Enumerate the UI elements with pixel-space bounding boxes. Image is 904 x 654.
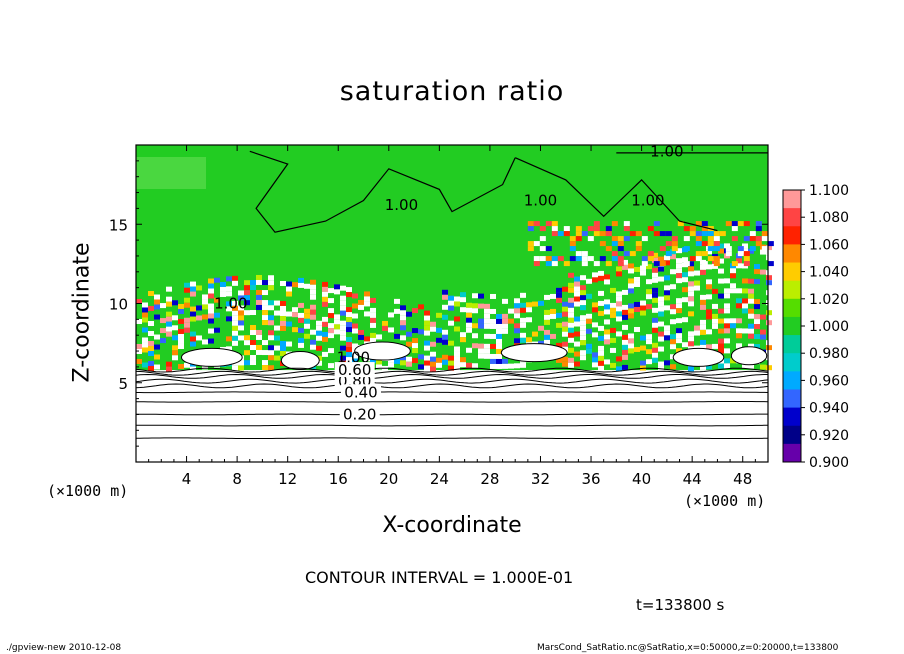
colorbar-label-7: 0.960: [809, 373, 849, 389]
cloud-cap-2: [354, 341, 411, 361]
colorbar-label-5: 1.000: [809, 319, 849, 335]
colorbar-swatch-1: [783, 208, 801, 227]
x-tick-label-1: 8: [232, 470, 242, 488]
upper-contour-1: [514, 157, 718, 232]
x-tick-label-10: 44: [683, 470, 702, 488]
colorbar-swatch-0: [783, 190, 801, 209]
x-tick-label-0: 4: [182, 470, 192, 488]
time-label: t=133800 s: [636, 596, 725, 614]
x-unit-label-left: (×1000 m): [47, 482, 129, 500]
footer-right: MarsCond_SatRatio.nc@SatRatio,x=0:50000,…: [537, 643, 839, 653]
x-tick-label-3: 16: [329, 470, 348, 488]
x-tick-label-2: 12: [278, 470, 297, 488]
colorbar-label-4: 1.020: [809, 292, 849, 308]
x-unit-label-right: (×1000 m): [684, 492, 766, 510]
contour-line-4: [136, 391, 769, 394]
cloud-cap-4: [672, 347, 725, 367]
chart-title: saturation ratio: [339, 76, 565, 107]
colorbar-swatch-2: [783, 226, 801, 245]
y-tick-label-1: 10: [109, 296, 128, 314]
contour-line-1: [136, 424, 768, 427]
x-tick-label-11: 48: [733, 470, 752, 488]
contour-label-1: 1.00: [385, 196, 418, 214]
colorbar-label-8: 0.940: [809, 401, 849, 417]
footer-left: ./gpview-new 2010-12-08: [6, 643, 122, 653]
heatmap-field: [135, 145, 774, 439]
colorbar-swatch-8: [783, 335, 801, 354]
colorbar-label-3: 1.040: [809, 265, 849, 281]
contour-line-8: [135, 370, 769, 376]
colorbar-swatch-5: [783, 280, 801, 300]
contour-label-8: 0.40: [344, 383, 377, 401]
colorbar-swatch-13: [783, 425, 801, 445]
colorbar-label-2: 1.060: [809, 237, 849, 253]
colorbar-swatch-6: [783, 298, 801, 318]
upper-left-patch: [136, 157, 206, 189]
colorbar-swatch-3: [783, 244, 801, 264]
x-tick-label-6: 28: [480, 470, 499, 488]
contour-line-7: [135, 373, 768, 379]
cloud-cap-3: [500, 343, 568, 363]
contour-label-7: 0.60: [338, 361, 371, 379]
y-tick-label-0: 5: [118, 375, 128, 393]
colorbar-label-10: 0.900: [809, 455, 849, 471]
contour-line-6: [135, 378, 769, 384]
contour-label-9: 0.20: [343, 405, 376, 423]
x-axis-label: X-coordinate: [382, 513, 522, 538]
upper-contour-0: [249, 150, 516, 233]
contour-line-3: [135, 401, 769, 403]
colorbar-label-0: 1.100: [809, 183, 849, 199]
contour-interval-label: CONTOUR INTERVAL = 1.000E-01: [305, 568, 574, 587]
colorbar-swatch-7: [783, 316, 801, 336]
cloud-cap-0: [181, 347, 243, 367]
colorbar-swatch-14: [783, 443, 801, 463]
x-tick-label-4: 20: [379, 470, 398, 488]
y-tick-label-2: 15: [109, 216, 128, 234]
contour-line-5: [135, 383, 769, 389]
x-tick-label-7: 32: [531, 470, 550, 488]
contour-label-4: 1.00: [214, 295, 247, 313]
x-tick-label-8: 36: [581, 470, 600, 488]
contour-label-2: 1.00: [524, 191, 557, 209]
colorbar-label-1: 1.080: [809, 210, 849, 226]
contour-label-3: 1.00: [631, 191, 664, 209]
colorbar-swatch-12: [783, 407, 801, 427]
y-axis-label: Z-coordinate: [69, 242, 95, 383]
colorbar-swatch-4: [783, 262, 801, 282]
cloud-cap-1: [280, 351, 320, 371]
contour-line-0: [136, 437, 768, 439]
colorbar-swatch-9: [783, 353, 801, 372]
colorbar-label-9: 0.920: [809, 428, 849, 444]
x-tick-label-9: 40: [632, 470, 651, 488]
x-tick-label-5: 24: [430, 470, 449, 488]
colorbar-swatch-11: [783, 389, 801, 409]
contour-line-2: [136, 413, 768, 416]
contour-label-5: 1.00: [337, 348, 370, 366]
colorbar-swatch-10: [783, 371, 801, 390]
contour-label-0: 1.00: [650, 142, 683, 160]
colorbar-label-6: 0.980: [809, 346, 849, 362]
contour-line-9: [135, 367, 769, 373]
cloud-cap-5: [730, 346, 768, 366]
